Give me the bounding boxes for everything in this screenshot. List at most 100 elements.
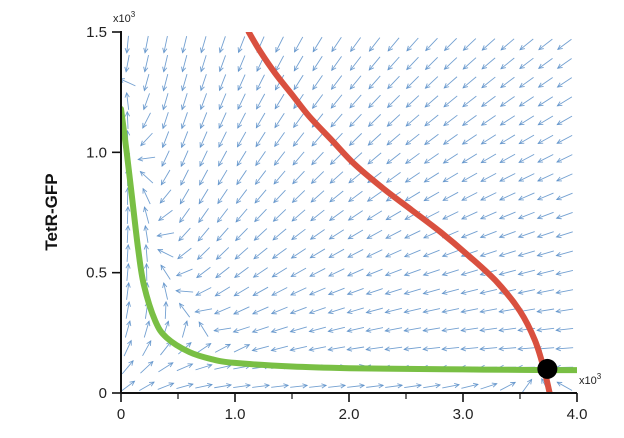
vector-arrow-head [460, 346, 467, 352]
vector-arrow-head [125, 300, 131, 307]
vector-arrow-head [235, 235, 241, 242]
vector-arrow-head [527, 378, 533, 385]
vector-arrow-head [144, 262, 150, 269]
vector-arrow-shaft [404, 269, 421, 276]
vector-arrow-head [251, 346, 258, 352]
vector-arrow-head [264, 383, 271, 389]
vector-arrow-shaft [143, 321, 150, 338]
vector-arrow-shaft [444, 57, 458, 70]
vector-arrow-head [480, 158, 487, 164]
vector-arrow-shaft [347, 268, 364, 277]
vector-arrow-shaft [255, 112, 266, 128]
vector-arrow-shaft [481, 115, 496, 126]
vector-arrow-shaft [162, 93, 169, 110]
vector-arrow-shaft [499, 308, 517, 313]
vector-arrow-shaft [442, 269, 459, 276]
vector-arrow-head [275, 46, 281, 53]
vector-arrow-head [214, 291, 221, 297]
vector-arrow-shaft [217, 208, 229, 223]
vector-arrow-shaft [442, 249, 459, 257]
vector-arrow-head [461, 195, 468, 201]
vector-arrow-shaft [200, 93, 207, 110]
vector-arrow-shaft [499, 250, 516, 257]
vector-arrow-shaft [216, 247, 230, 260]
vector-arrow-head [218, 85, 224, 92]
vector-arrow-shaft [386, 152, 401, 164]
vector-arrow-head [197, 235, 203, 242]
vector-arrow-shaft [499, 231, 516, 238]
vector-arrow-shaft [481, 153, 497, 164]
vector-arrow-shaft [198, 188, 209, 204]
y-tick-label: 1.0 [86, 144, 107, 161]
vector-arrow-shaft [219, 74, 227, 91]
red-nullcline [245, 32, 553, 393]
vector-arrow-shaft [368, 94, 381, 108]
vector-arrow-head [256, 103, 261, 110]
vector-arrow-head [462, 64, 469, 70]
vector-arrow-head [179, 198, 185, 205]
vector-arrow-shaft [347, 307, 364, 314]
vector-arrow-head [310, 197, 317, 203]
vector-arrow-head [330, 102, 337, 109]
vector-arrow-shaft [215, 286, 231, 297]
vector-arrow-head [195, 290, 202, 296]
vector-arrow-shaft [121, 380, 135, 392]
vector-arrow-shaft [195, 384, 213, 389]
vector-arrow-shaft [557, 58, 572, 69]
vector-arrow-shaft [386, 210, 402, 221]
vector-arrow-shaft [366, 327, 384, 332]
vector-arrow-head [366, 234, 373, 239]
vector-arrow-head [272, 235, 279, 241]
vector-arrow-shaft [406, 76, 419, 89]
vector-arrow-shaft [195, 287, 212, 296]
vector-arrow-shaft [329, 190, 344, 203]
vector-arrow-shaft [234, 247, 249, 260]
vector-arrow-shaft [214, 384, 232, 389]
vector-arrow-head [273, 178, 279, 185]
vector-arrow-shaft [238, 36, 246, 53]
vector-arrow-shaft [328, 326, 346, 332]
vector-arrow-head [403, 252, 410, 258]
vector-arrow-shaft [126, 263, 129, 281]
vector-arrow-head [555, 289, 562, 295]
axes [120, 31, 577, 394]
vector-arrow-head [237, 66, 243, 73]
vector-arrow-head [387, 83, 393, 90]
vector-arrow-head [129, 380, 136, 386]
vector-arrow-head [386, 140, 393, 146]
vector-arrow-shaft [518, 269, 535, 275]
vector-arrow-shaft [500, 57, 515, 70]
vector-arrow-shaft [255, 151, 266, 166]
vector-arrow-shaft [405, 133, 420, 146]
x-multiplier-exponent: 3 [597, 372, 602, 381]
vector-arrow-head [128, 360, 134, 366]
vector-arrow-shaft [310, 248, 326, 259]
vector-arrow-shaft [462, 114, 477, 126]
vector-arrow-head [271, 272, 278, 278]
vector-arrow-shaft [331, 56, 342, 71]
vector-arrow-shaft [518, 173, 535, 182]
vector-arrow-head [517, 270, 524, 276]
vector-arrow-shaft [518, 347, 536, 350]
vector-arrow-shaft [518, 211, 535, 219]
vector-arrow-shaft [537, 231, 554, 238]
vector-arrow-shaft [180, 169, 189, 186]
vector-arrow-head [216, 217, 223, 223]
vector-arrow-head [405, 102, 412, 108]
vector-arrow-shaft [235, 208, 248, 223]
vector-arrow-shaft [309, 326, 326, 332]
vector-arrow-head [293, 84, 299, 91]
vector-arrow-head [255, 122, 261, 129]
vector-arrow-shaft [218, 131, 227, 148]
vector-arrow-shaft [140, 132, 153, 146]
vector-arrow-head [199, 123, 205, 130]
vector-arrow-head [359, 383, 366, 389]
vector-arrow-head [270, 346, 277, 352]
vector-arrow-head [499, 101, 506, 107]
vector-arrow-head [145, 320, 151, 327]
vector-arrow-head [365, 308, 372, 314]
vector-arrow-shaft [176, 268, 193, 277]
vector-arrow-shaft [292, 190, 306, 203]
vector-arrow-shaft [499, 173, 516, 182]
vector-arrow-shaft [292, 170, 305, 184]
